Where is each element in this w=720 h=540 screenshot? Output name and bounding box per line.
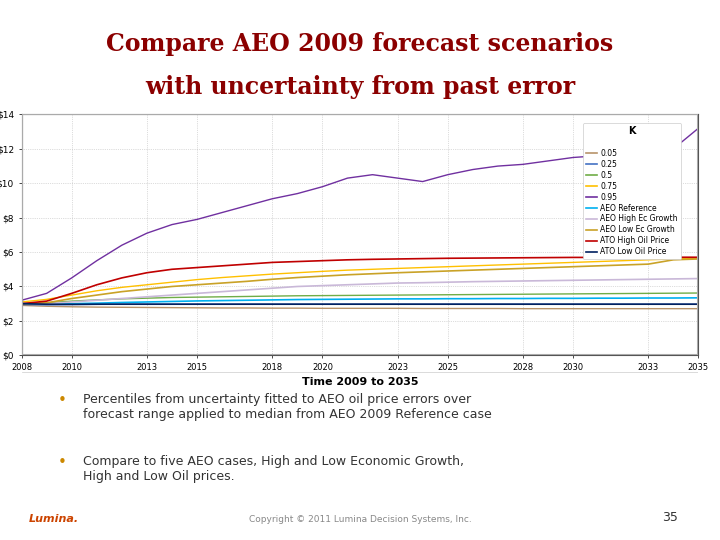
Text: Percentiles from uncertainty fitted to AEO oil price errors over
forecast range : Percentiles from uncertainty fitted to A… <box>83 394 491 421</box>
Text: 35: 35 <box>662 511 678 524</box>
Legend: , 0.05, 0.25, 0.5, 0.75, 0.95, AEO Reference, AEO High Ec Growth, AEO Low Ec Gro: , 0.05, 0.25, 0.5, 0.75, 0.95, AEO Refer… <box>583 123 681 259</box>
Text: Lumina.: Lumina. <box>28 514 78 524</box>
Text: Compare to five AEO cases, High and Low Economic Growth,
High and Low Oil prices: Compare to five AEO cases, High and Low … <box>83 455 464 483</box>
Text: with uncertainty from past error: with uncertainty from past error <box>145 75 575 99</box>
Text: •: • <box>58 394 67 408</box>
Text: •: • <box>58 455 67 470</box>
Text: Copyright © 2011 Lumina Decision Systems, Inc.: Copyright © 2011 Lumina Decision Systems… <box>248 515 472 524</box>
Text: Compare AEO 2009 forecast scenarios: Compare AEO 2009 forecast scenarios <box>107 32 613 56</box>
X-axis label: Time 2009 to 2035: Time 2009 to 2035 <box>302 377 418 388</box>
